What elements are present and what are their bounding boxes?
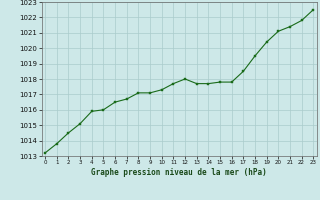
X-axis label: Graphe pression niveau de la mer (hPa): Graphe pression niveau de la mer (hPa) (91, 168, 267, 177)
